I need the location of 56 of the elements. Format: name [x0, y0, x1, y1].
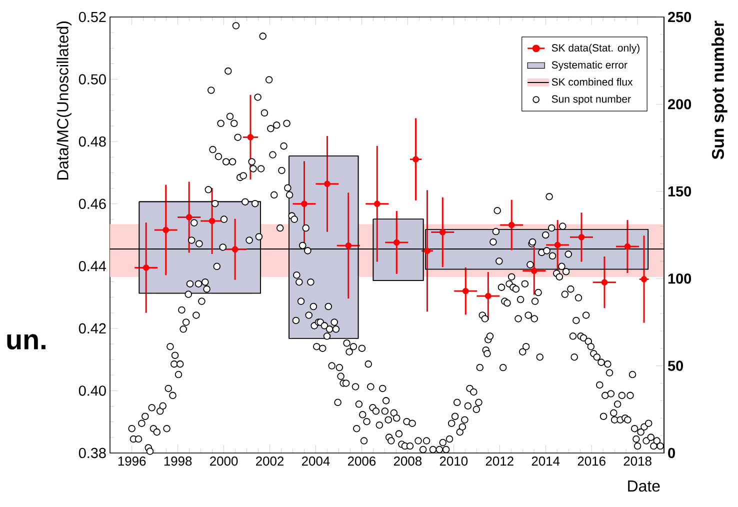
- point: [484, 292, 492, 300]
- y2-tick-label: 200: [668, 99, 692, 110]
- legend-label: Systematic error: [552, 60, 628, 71]
- y2-tick-label: 250: [668, 12, 692, 22]
- y-tick-label: 0.42: [78, 323, 106, 334]
- point: [412, 156, 419, 163]
- x-tick-label: 2006: [348, 456, 376, 466]
- text: un.: [7, 334, 46, 350]
- x-axis-title: Date: [628, 480, 660, 492]
- point: [324, 180, 330, 188]
- y2-axis-title: Sun spot number: [712, 20, 728, 160]
- point: [142, 264, 150, 271]
- point: [508, 222, 515, 228]
- x-tick-label: 2012: [486, 456, 514, 466]
- x-tick-label: 2018: [624, 456, 652, 466]
- x-tick-label: 2014: [532, 456, 560, 466]
- y-tick-label: 0.46: [78, 198, 106, 209]
- x-tick-label: 2000: [210, 456, 238, 466]
- x-tick-label: 1998: [164, 456, 192, 466]
- point: [439, 229, 446, 236]
- y2-tick-label: 100: [668, 273, 692, 284]
- legend-label: Sun spot number: [552, 95, 631, 105]
- point: [186, 214, 192, 220]
- y2-tick-label: 0: [668, 448, 675, 458]
- x-tick-label: 1996: [118, 456, 146, 466]
- point: [301, 200, 308, 208]
- y-tick-label: 0.38: [78, 448, 106, 458]
- legend-label: SK data(Stat. only): [552, 44, 640, 54]
- x-tick-label: 2016: [578, 456, 606, 466]
- point: [554, 242, 561, 248]
- x-tick-label: 2008: [394, 456, 422, 466]
- y2-tick-label: 150: [668, 186, 692, 197]
- y-tick-label: 0.52: [78, 12, 106, 22]
- x-tick-label: 2010: [440, 456, 468, 466]
- y-tick-label: 0.44: [78, 261, 106, 272]
- point: [393, 239, 400, 246]
- legend-label: SK combined flux: [552, 78, 633, 86]
- point: [601, 279, 608, 286]
- y-tick-label: 0.40: [78, 386, 106, 396]
- y-axis-title: Data/MC(Unoscillated): [56, 22, 72, 180]
- point: [578, 234, 585, 240]
- point: [424, 248, 430, 254]
- point: [624, 243, 631, 250]
- point: [462, 288, 469, 294]
- point: [208, 218, 216, 224]
- point: [232, 246, 238, 253]
- point: [530, 268, 538, 274]
- point: [247, 134, 254, 140]
- y2-tick-label: 50: [668, 360, 684, 371]
- y-tick-label: 0.50: [78, 74, 106, 84]
- point: [345, 242, 352, 249]
- y-tick-label: 0.48: [78, 136, 106, 147]
- x-tick-label: 2002: [256, 456, 284, 466]
- x-tick-label: 2004: [302, 456, 330, 466]
- point: [374, 200, 380, 208]
- point: [162, 226, 170, 234]
